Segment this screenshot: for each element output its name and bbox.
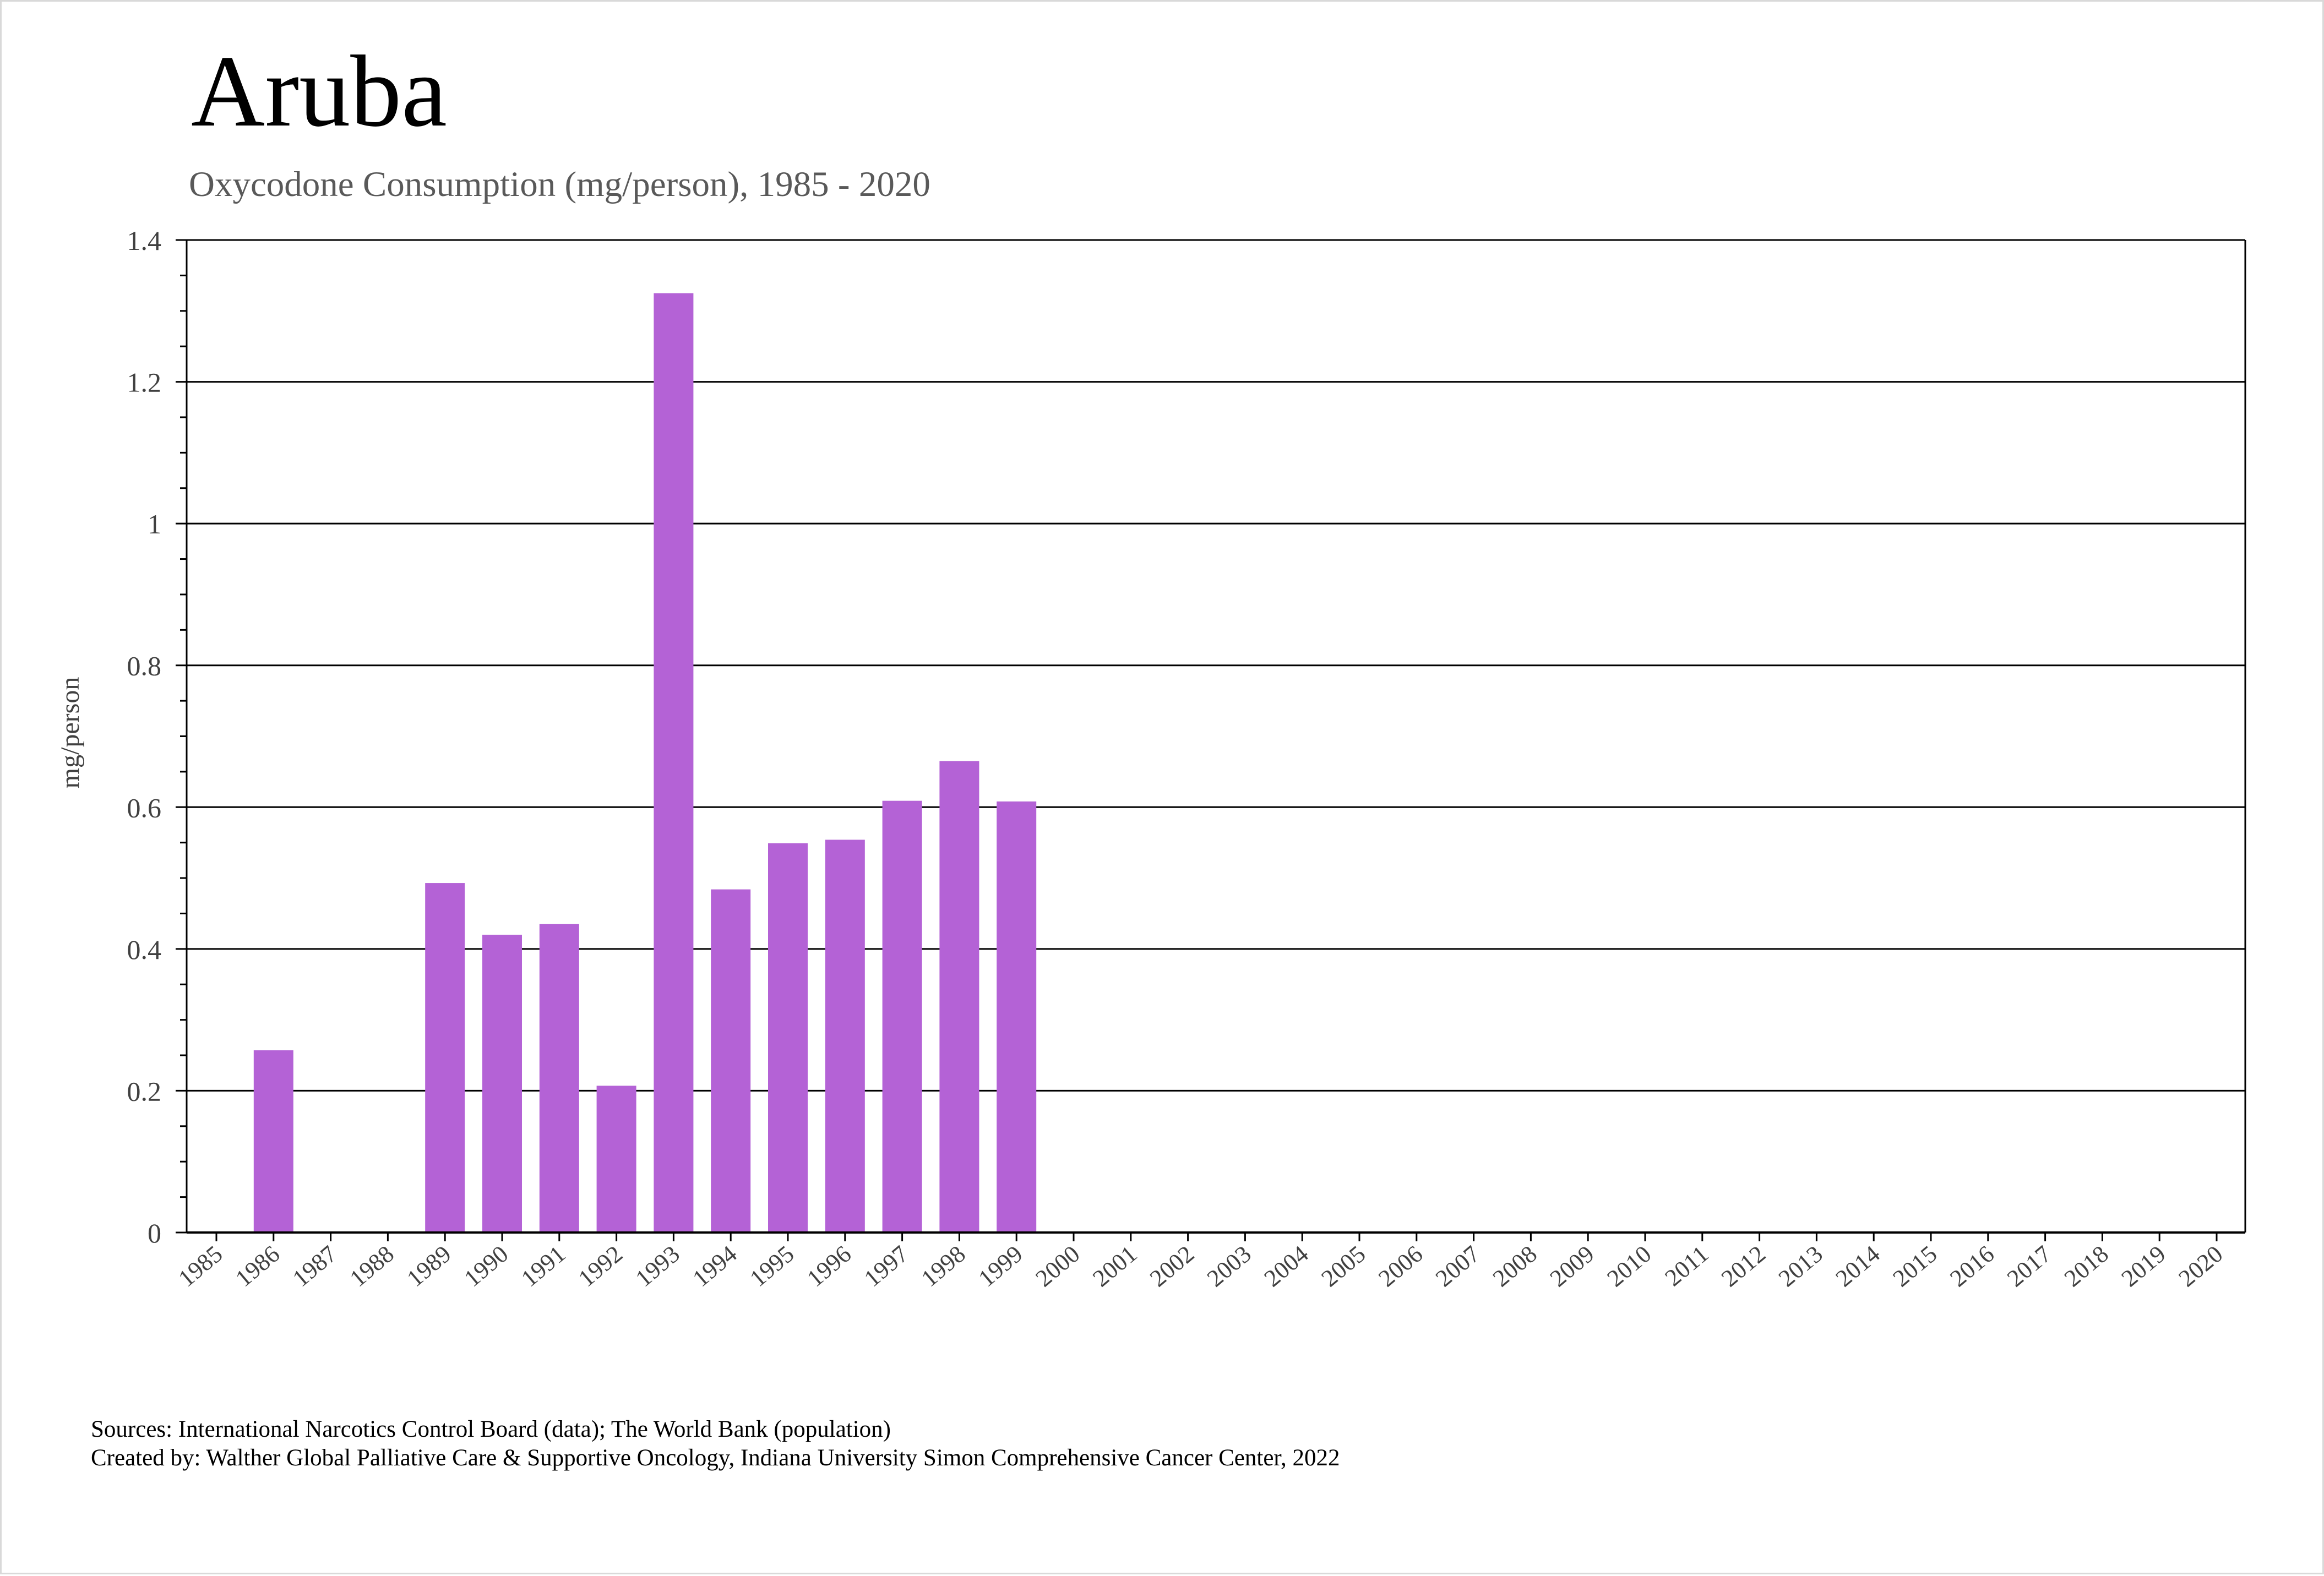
- x-tick-label: 2011: [1660, 1240, 1714, 1291]
- x-tick-label: 1988: [345, 1240, 399, 1292]
- x-tick-label: 1999: [973, 1240, 1028, 1292]
- x-tick-label: 2019: [2116, 1240, 2171, 1292]
- x-tick-label: 2020: [2174, 1240, 2228, 1292]
- x-tick-label: 1990: [459, 1240, 514, 1292]
- x-tick-labels: 1985 1986 1987 1988 1989 1990 1991 1992 1993 1994…: [173, 1240, 2228, 1292]
- x-tick-label: 2015: [1888, 1240, 1942, 1292]
- y-tick-labels: 0 0.2 0.4 0.6 0.8 1 1.2 1.4: [127, 225, 162, 1248]
- y-tick-label: 0.2: [127, 1076, 162, 1106]
- x-tick-label: 1994: [688, 1240, 742, 1292]
- y-tick-label: 0.6: [127, 792, 162, 823]
- chart-subtitle: Oxycodone Consumption (mg/person), 1985 …: [189, 165, 930, 204]
- x-tick-label: 2006: [1373, 1240, 1428, 1292]
- x-tick-label: 2012: [1716, 1240, 1771, 1292]
- bar-1991: [539, 924, 579, 1233]
- x-tick-label: 1986: [230, 1240, 285, 1292]
- bar-1986: [253, 1050, 293, 1233]
- y-tick-label: 0.8: [127, 651, 162, 681]
- x-tick-label: 2014: [1831, 1240, 1885, 1292]
- x-tick-label: 1985: [173, 1240, 228, 1292]
- x-tick-label: 1998: [916, 1240, 971, 1292]
- x-tick-label: 2009: [1545, 1240, 1599, 1292]
- y-tick-label: 1.2: [127, 367, 162, 398]
- x-tick-label: 1991: [516, 1240, 570, 1292]
- bar-1994: [711, 889, 751, 1233]
- x-tick-label: 1989: [402, 1240, 456, 1292]
- x-tick-label: 1995: [745, 1240, 799, 1292]
- footer: Sources: International Narcotics Control…: [91, 1415, 1340, 1473]
- y-axis-title: mg/person: [56, 677, 85, 789]
- x-tick-label: 2000: [1031, 1240, 1085, 1292]
- x-tick-label: 2001: [1087, 1240, 1142, 1292]
- x-tick-label: 2002: [1145, 1240, 1199, 1292]
- bar-1990: [482, 935, 522, 1233]
- axes: [176, 239, 2246, 1241]
- y-tick-label: 1: [148, 509, 161, 539]
- sources-note: Sources: International Narcotics Control…: [91, 1416, 891, 1442]
- x-tick-label: 2008: [1488, 1240, 1542, 1292]
- x-tick-label: 2004: [1259, 1240, 1314, 1292]
- bar-1998: [939, 761, 979, 1233]
- x-tick-label: 1993: [630, 1240, 685, 1292]
- x-tick-label: 2016: [1945, 1240, 1999, 1292]
- x-tick-label: 1992: [573, 1240, 628, 1292]
- x-tick-label: 1996: [802, 1240, 856, 1292]
- bar-1993: [654, 293, 694, 1233]
- x-tick-label: 2018: [2059, 1240, 2114, 1292]
- bar-1989: [425, 883, 465, 1233]
- bar-1992: [596, 1086, 636, 1233]
- x-tick-label: 2007: [1430, 1240, 1485, 1292]
- bar-1997: [882, 800, 922, 1233]
- created-by-note: Created by: Walther Global Palliative Ca…: [91, 1445, 1340, 1471]
- x-tick-label: 2005: [1316, 1240, 1371, 1292]
- x-tick-label: 2010: [1602, 1240, 1657, 1292]
- x-tick-label: 2013: [1773, 1240, 1828, 1292]
- bar-1995: [768, 843, 808, 1233]
- x-tick-label: 2003: [1202, 1240, 1256, 1292]
- y-tick-label: 1.4: [127, 225, 162, 256]
- y-tick-label: 0.4: [127, 934, 162, 965]
- x-tick-label: 1997: [859, 1240, 913, 1292]
- x-tick-label: 1987: [287, 1240, 342, 1292]
- bar-1996: [825, 839, 865, 1233]
- bars: [253, 293, 1037, 1233]
- y-tick-label: 0: [148, 1218, 161, 1248]
- x-tick-label: 2017: [2002, 1240, 2056, 1292]
- chart-title: Aruba: [191, 35, 447, 148]
- bar-1999: [997, 801, 1037, 1233]
